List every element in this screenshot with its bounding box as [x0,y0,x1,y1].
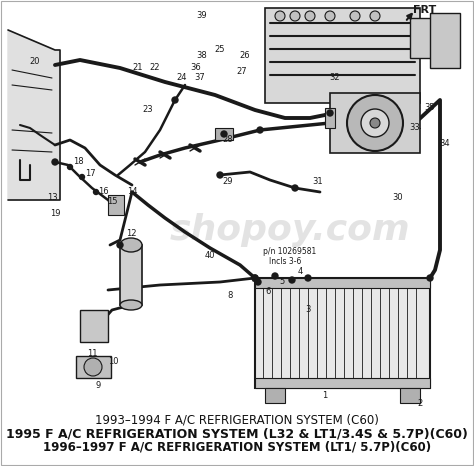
Text: 24: 24 [177,74,187,82]
Text: 2: 2 [418,398,423,407]
Ellipse shape [120,238,142,252]
Circle shape [427,275,433,281]
Text: 30: 30 [392,193,403,203]
Circle shape [252,275,258,281]
Text: 1996–1997 F A/C REFRIGERATION SYSTEM (LT1/ 5.7P)(C60): 1996–1997 F A/C REFRIGERATION SYSTEM (LT… [43,441,431,454]
Circle shape [80,174,84,179]
Text: 1: 1 [322,391,328,400]
Circle shape [93,190,99,194]
Circle shape [257,127,263,133]
Bar [265,8,420,103]
Circle shape [370,118,380,128]
Circle shape [325,11,335,21]
Circle shape [252,275,258,281]
Text: 38: 38 [197,50,207,60]
Text: 26: 26 [240,50,250,60]
Text: 20: 20 [30,57,40,67]
Text: 36: 36 [191,63,201,73]
Circle shape [275,11,285,21]
Text: 1995 F A/C REFRIGERATION SYSTEM (L32 & LT1/3.4S & 5.7P)(C60): 1995 F A/C REFRIGERATION SYSTEM (L32 & L… [6,428,468,441]
Text: 10: 10 [108,357,118,366]
Circle shape [350,11,360,21]
Text: 21: 21 [133,63,143,73]
Text: 23: 23 [143,105,153,115]
Ellipse shape [120,300,142,310]
Polygon shape [8,30,60,200]
Text: 27: 27 [237,68,247,76]
Text: 15: 15 [107,198,117,206]
Text: 40: 40 [205,251,215,260]
Text: 1993–1994 F A/C REFRIGERATION SYSTEM (C60): 1993–1994 F A/C REFRIGERATION SYSTEM (C6… [95,414,379,427]
Circle shape [361,109,389,137]
Text: 29: 29 [223,178,233,186]
Text: 16: 16 [98,187,109,197]
Text: 5: 5 [279,277,284,287]
Bar [120,245,142,305]
Text: FRT: FRT [413,5,437,15]
Text: 4: 4 [297,267,302,276]
Text: 6: 6 [265,288,271,296]
Circle shape [84,358,102,376]
Text: 28: 28 [223,136,233,144]
Text: 7: 7 [250,275,255,285]
Bar [255,278,430,288]
Circle shape [292,185,298,191]
Text: 9: 9 [95,382,100,391]
Text: 18: 18 [73,158,83,166]
Text: Incls 3-6: Incls 3-6 [269,258,301,267]
Bar [80,310,108,342]
Circle shape [370,11,380,21]
Bar [108,195,124,215]
Text: 34: 34 [440,138,450,148]
Text: 22: 22 [150,63,160,73]
Circle shape [217,172,223,178]
Bar [255,278,430,388]
Circle shape [305,275,311,281]
Bar [255,378,430,388]
Circle shape [117,242,123,248]
Text: 8: 8 [228,290,233,300]
Circle shape [305,11,315,21]
Text: 25: 25 [215,46,225,55]
Circle shape [327,110,333,116]
Bar [400,388,420,403]
Circle shape [347,95,403,151]
Circle shape [221,131,227,137]
Circle shape [272,273,278,279]
Text: 17: 17 [85,169,95,178]
Circle shape [289,277,295,283]
Bar [325,108,335,128]
Text: 12: 12 [126,228,136,238]
Text: 11: 11 [87,349,97,357]
Bar [410,18,435,58]
Text: 39: 39 [197,11,207,20]
Bar [265,388,285,403]
Circle shape [172,97,178,103]
Text: shopoy.com: shopoy.com [170,213,410,247]
Circle shape [290,11,300,21]
Circle shape [52,159,58,165]
Circle shape [67,164,73,170]
Text: 33: 33 [410,123,420,132]
Text: 19: 19 [50,208,60,218]
Bar [76,356,111,378]
Text: p/n 10269581: p/n 10269581 [264,247,317,256]
Text: 31: 31 [313,178,323,186]
Text: 37: 37 [195,74,205,82]
Circle shape [255,279,261,285]
Text: 14: 14 [127,187,137,197]
Bar [330,93,420,153]
Bar [430,13,460,68]
Bar [215,128,233,140]
Text: 32: 32 [330,74,340,82]
Text: 3: 3 [305,306,310,315]
Text: 13: 13 [46,192,57,201]
Text: 35: 35 [425,103,435,111]
